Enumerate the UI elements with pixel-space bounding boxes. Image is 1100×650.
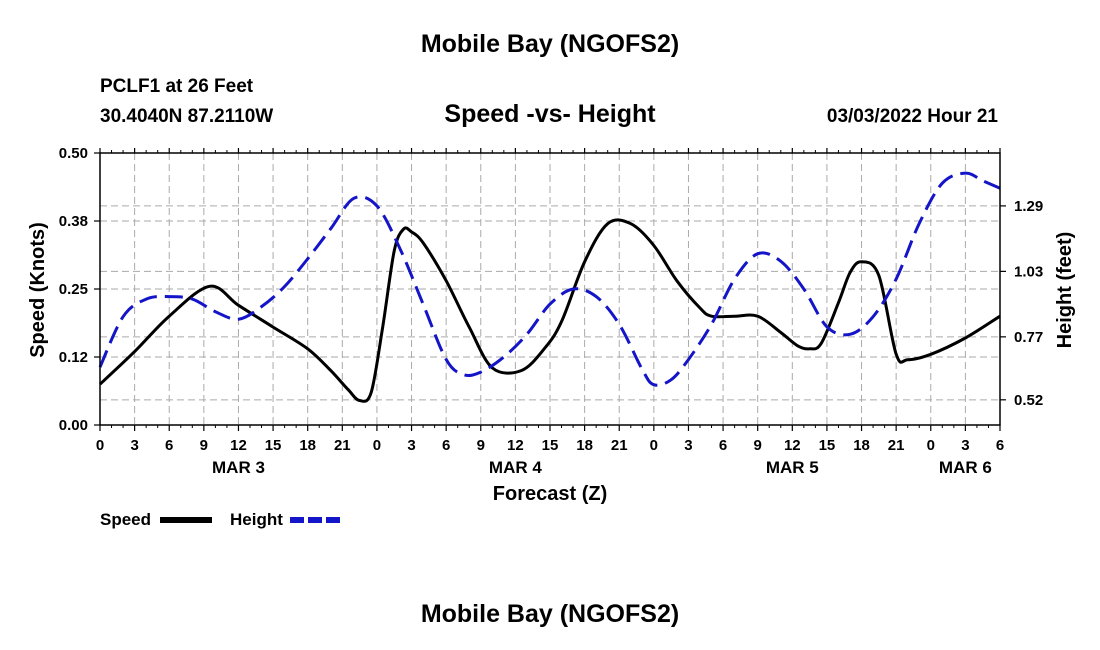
x-tick-label: 0 <box>96 437 104 454</box>
x-tick-label: 0 <box>373 437 381 454</box>
y-right-tick-label: 0.77 <box>1014 329 1043 346</box>
y-axis-left-label: Speed (Knots) <box>27 222 49 358</box>
x-tick-label: 12 <box>507 437 524 454</box>
grid-lines <box>100 153 1000 425</box>
x-tick-label: 12 <box>230 437 247 454</box>
x-tick-label: 15 <box>265 437 282 454</box>
y-left-tick-label: 0.12 <box>59 349 88 366</box>
chart-subtitle: Speed -vs- Height <box>444 100 656 128</box>
station-coordinates: 30.4040N 87.2110W <box>100 106 274 127</box>
x-tick-label: 9 <box>754 437 762 454</box>
y-right-tick-label: 1.29 <box>1014 198 1043 215</box>
legend: Speed Height <box>100 510 342 529</box>
y-right-tick-label: 1.03 <box>1014 263 1043 280</box>
x-tick-label: 0 <box>650 437 658 454</box>
x-day-label: MAR 4 <box>489 458 542 477</box>
series-line-height <box>98 171 1001 387</box>
station-label: PCLF1 at 26 Feet <box>100 76 254 97</box>
forecast-datetime: 03/03/2022 Hour 21 <box>826 106 998 127</box>
x-tick-label: 18 <box>576 437 593 454</box>
legend-speed-label: Speed <box>100 510 151 529</box>
x-day-label: MAR 5 <box>766 458 819 477</box>
x-tick-label: 18 <box>299 437 316 454</box>
x-tick-label: 18 <box>853 437 870 454</box>
y-right-tick-label: 0.52 <box>1014 392 1043 409</box>
x-tick-label: 6 <box>442 437 450 454</box>
x-tick-label: 21 <box>888 437 905 454</box>
y-left-tick-label: 0.25 <box>59 281 88 298</box>
x-tick-label: 3 <box>961 437 969 454</box>
y-left-tick-label: 0.00 <box>59 417 88 434</box>
x-tick-label: 3 <box>407 437 415 454</box>
x-tick-label: 9 <box>477 437 485 454</box>
x-day-label: MAR 3 <box>212 458 265 477</box>
x-tick-label: 21 <box>334 437 351 454</box>
series-layer <box>98 171 1001 403</box>
x-tick-label: 3 <box>684 437 692 454</box>
chart-title: Mobile Bay (NGOFS2) <box>420 30 680 58</box>
x-tick-label: 15 <box>542 437 559 454</box>
y-axis-right-label: Height (feet) <box>1054 232 1076 349</box>
x-tick-label: 15 <box>819 437 836 454</box>
x-day-label: MAR 6 <box>939 458 992 477</box>
legend-height-label: Height <box>230 510 283 529</box>
y-left-tick-label: 0.38 <box>59 213 88 230</box>
x-tick-label: 3 <box>130 437 138 454</box>
x-tick-label: 6 <box>996 437 1004 454</box>
footer-title: Mobile Bay (NGOFS2) <box>420 600 680 628</box>
x-tick-label: 0 <box>927 437 935 454</box>
x-tick-label: 12 <box>784 437 801 454</box>
x-tick-label: 9 <box>200 437 208 454</box>
axes: 0 3 6 9 12 15 18 21 0 3 6 9 12 15 18 21 0 3 6 9 12 15 18 21 0 3 6M… <box>59 145 1043 477</box>
x-axis-label: Forecast (Z) <box>493 483 607 505</box>
y-left-tick-label: 0.50 <box>59 145 88 162</box>
x-tick-label: 6 <box>165 437 173 454</box>
x-tick-label: 6 <box>719 437 727 454</box>
x-tick-label: 21 <box>611 437 628 454</box>
series-line-speed <box>98 218 1001 403</box>
